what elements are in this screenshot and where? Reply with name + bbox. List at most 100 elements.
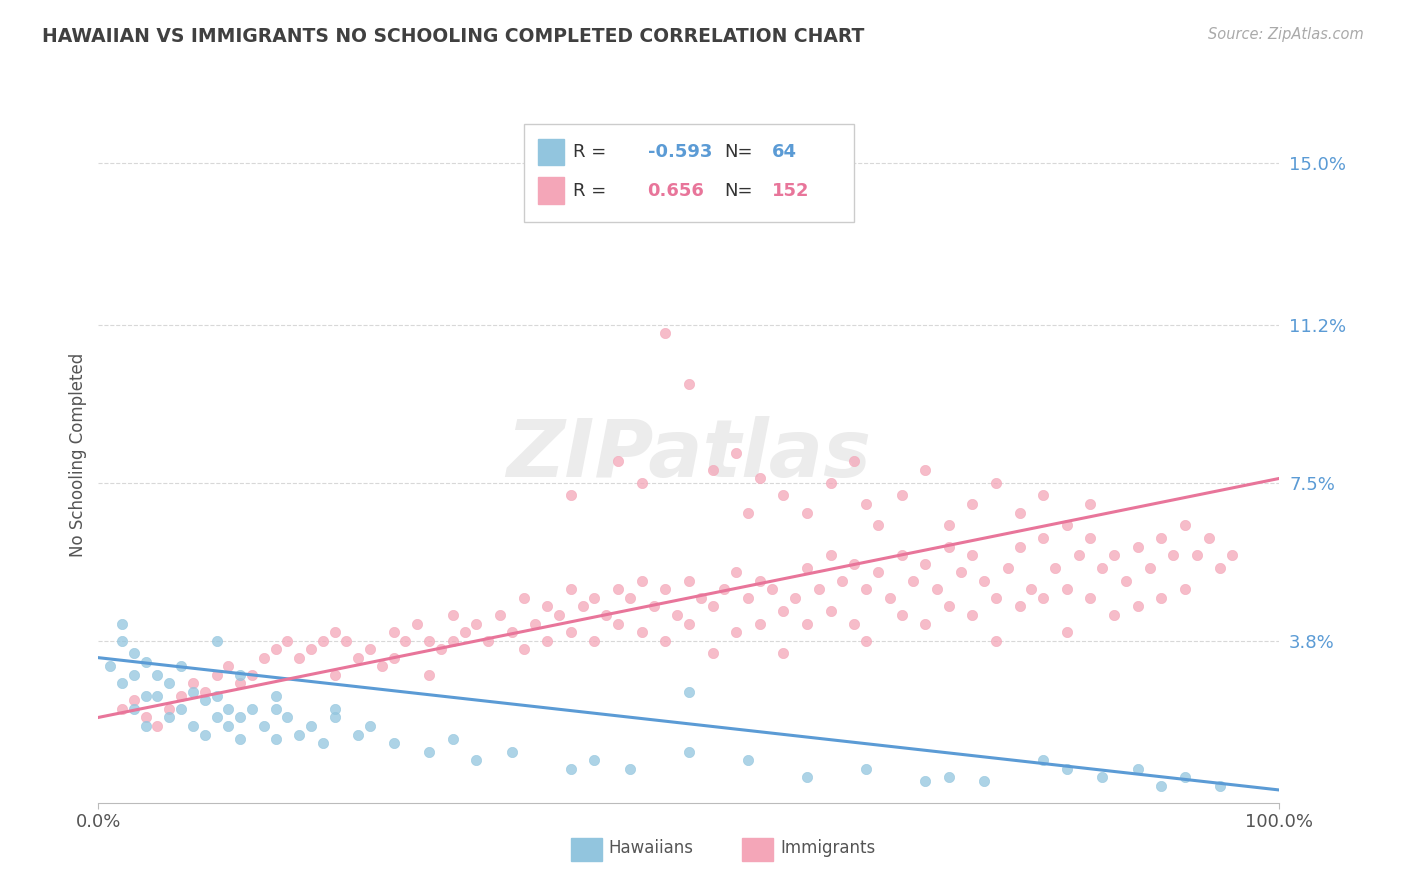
Point xyxy=(1115,574,1137,588)
Point xyxy=(890,488,912,502)
Point xyxy=(1174,770,1197,784)
Point xyxy=(866,566,889,580)
Point xyxy=(135,689,157,703)
Point xyxy=(512,591,534,605)
Point xyxy=(737,753,759,767)
Point xyxy=(678,616,700,631)
Bar xyxy=(571,838,602,861)
Point xyxy=(866,518,889,533)
Point xyxy=(725,566,748,580)
Point xyxy=(1080,531,1102,545)
Point xyxy=(181,719,204,733)
Point xyxy=(524,616,547,631)
Point xyxy=(217,659,239,673)
Point xyxy=(418,667,440,681)
Point xyxy=(772,488,794,502)
Point xyxy=(583,633,606,648)
Point xyxy=(312,736,335,750)
Point xyxy=(276,710,298,724)
Point xyxy=(111,633,134,648)
Point xyxy=(844,557,866,571)
Point xyxy=(748,574,770,588)
Point xyxy=(264,642,287,657)
Point xyxy=(820,548,842,562)
Point xyxy=(607,616,630,631)
Point xyxy=(323,710,346,724)
Point xyxy=(1080,497,1102,511)
Point xyxy=(205,689,228,703)
Text: N=: N= xyxy=(724,144,752,161)
Point xyxy=(1008,540,1031,554)
Point xyxy=(146,719,169,733)
Point xyxy=(441,633,464,648)
Text: 152: 152 xyxy=(772,182,808,200)
Point xyxy=(984,591,1007,605)
Point xyxy=(748,471,770,485)
Point xyxy=(560,582,582,597)
Point xyxy=(1102,548,1125,562)
Point xyxy=(477,633,499,648)
Point xyxy=(501,625,523,640)
Point xyxy=(973,774,995,789)
Y-axis label: No Schooling Completed: No Schooling Completed xyxy=(69,353,87,557)
Point xyxy=(643,599,665,614)
Point xyxy=(1056,518,1078,533)
Point xyxy=(962,607,984,622)
Text: R =: R = xyxy=(574,182,606,200)
Point xyxy=(122,667,145,681)
Point xyxy=(512,642,534,657)
Point xyxy=(465,616,488,631)
Point xyxy=(1032,531,1054,545)
Point xyxy=(1091,561,1114,575)
Point xyxy=(170,702,193,716)
Point xyxy=(1174,518,1197,533)
Point xyxy=(288,650,311,665)
Point xyxy=(229,710,252,724)
Point xyxy=(122,702,145,716)
Point xyxy=(571,599,593,614)
Point xyxy=(914,463,936,477)
Point xyxy=(1150,531,1173,545)
Point xyxy=(796,506,818,520)
Point xyxy=(607,582,630,597)
Point xyxy=(418,633,440,648)
Point xyxy=(122,647,145,661)
Point xyxy=(194,693,217,707)
Point xyxy=(253,719,276,733)
Point xyxy=(630,625,652,640)
Point xyxy=(157,676,180,690)
Point xyxy=(1126,599,1149,614)
Point xyxy=(914,774,936,789)
Point xyxy=(170,659,193,673)
Point xyxy=(240,667,263,681)
Point xyxy=(359,719,381,733)
Point xyxy=(1056,582,1078,597)
Point xyxy=(973,574,995,588)
Point xyxy=(135,655,157,669)
Point xyxy=(135,719,157,733)
Point xyxy=(890,607,912,622)
Text: Hawaiians: Hawaiians xyxy=(609,839,693,857)
Text: Source: ZipAtlas.com: Source: ZipAtlas.com xyxy=(1208,27,1364,42)
Point xyxy=(1220,548,1243,562)
Text: Immigrants: Immigrants xyxy=(780,839,875,857)
Point xyxy=(217,702,239,716)
Point xyxy=(536,599,558,614)
Point xyxy=(678,574,700,588)
Point xyxy=(1126,540,1149,554)
Point xyxy=(1150,591,1173,605)
Point xyxy=(382,625,405,640)
Point xyxy=(548,607,571,622)
Point xyxy=(997,561,1019,575)
Point xyxy=(135,710,157,724)
Point xyxy=(962,497,984,511)
Point xyxy=(382,650,405,665)
Point xyxy=(299,719,322,733)
Point xyxy=(583,753,606,767)
Point xyxy=(949,566,972,580)
Point xyxy=(702,647,724,661)
Point xyxy=(394,633,416,648)
Point xyxy=(122,693,145,707)
Point xyxy=(844,454,866,468)
Point xyxy=(205,667,228,681)
